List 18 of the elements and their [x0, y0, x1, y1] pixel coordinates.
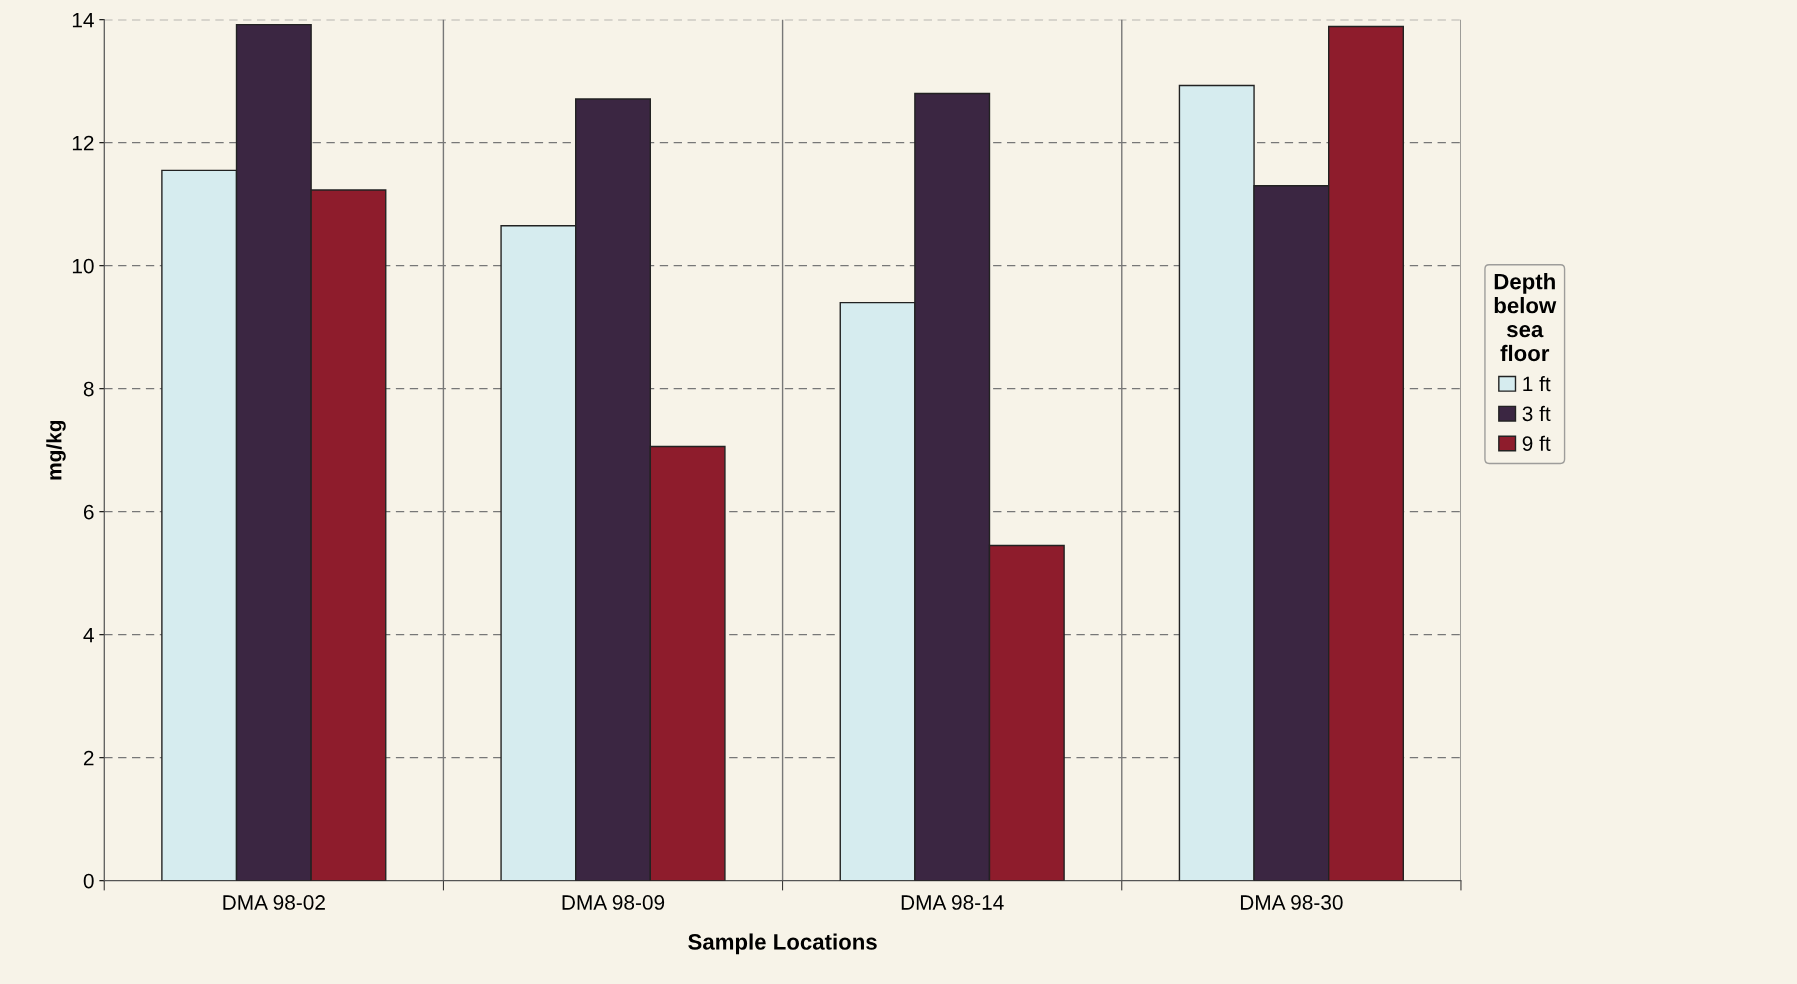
- x-axis-title: Sample Locations: [688, 933, 877, 955]
- y-tick-label: 12: [72, 135, 94, 151]
- y-axis-title: mg/kg: [46, 420, 66, 480]
- x-tick-label: DMA 98-02: [223, 895, 325, 910]
- legend-label: 9 ft: [1522, 435, 1551, 451]
- x-tick-label: DMA 98-14: [901, 895, 1004, 910]
- y-tick-label: 2: [83, 750, 94, 766]
- legend-title: Depth below sea floor: [1494, 273, 1557, 362]
- y-tick-label: 6: [83, 504, 94, 520]
- legend-label: 3 ft: [1522, 405, 1551, 422]
- y-tick-label: 10: [72, 258, 94, 274]
- x-tick-label: DMA 98-30: [1240, 895, 1343, 910]
- y-tick-label: 8: [83, 381, 94, 397]
- y-tick-label: 0: [83, 873, 94, 889]
- x-tick-label: DMA 98-09: [562, 895, 665, 910]
- y-tick-label: 4: [83, 627, 94, 643]
- legend-label: 1 ft: [1523, 376, 1551, 392]
- y-tick-label: 14: [72, 12, 94, 28]
